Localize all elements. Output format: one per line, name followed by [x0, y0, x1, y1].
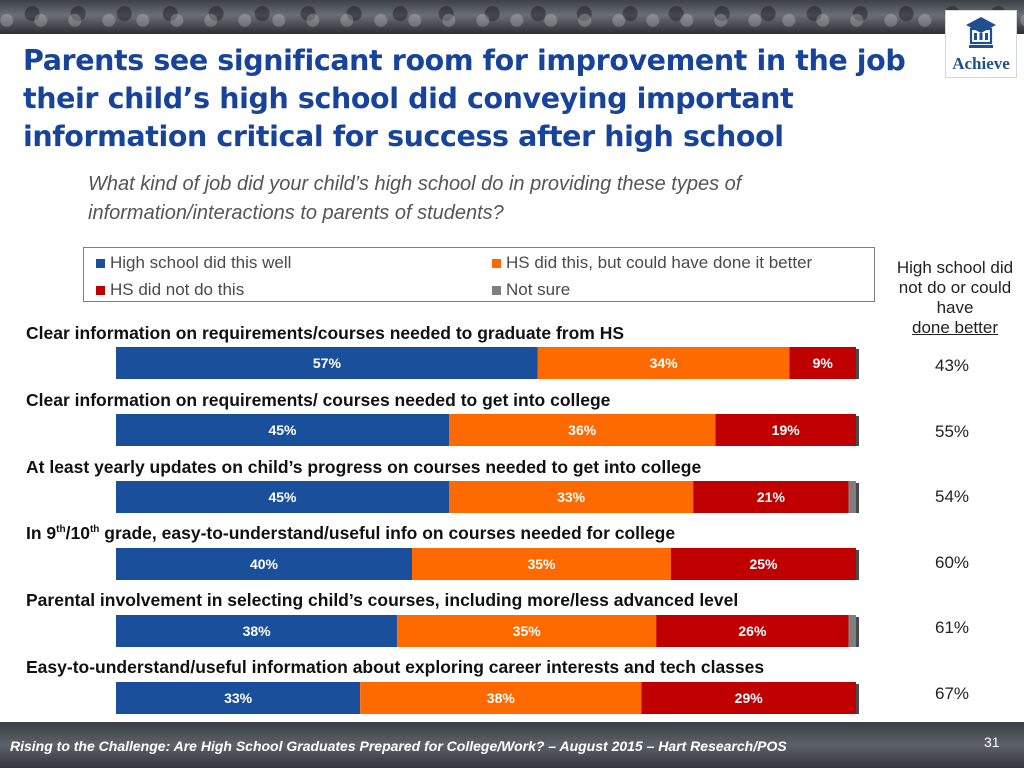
side-value: 54%	[934, 487, 970, 506]
legend-label: HS did this, but could have done it bett…	[506, 253, 813, 272]
bar-edge	[856, 483, 859, 513]
chart-legend: High school did this well HS did this, b…	[83, 247, 875, 302]
side-value: 55%	[934, 422, 970, 441]
bar-value-label: 45%	[268, 422, 297, 438]
bar-value-label: 19%	[772, 422, 801, 438]
bar-edge	[856, 550, 859, 580]
legend-swatch	[96, 285, 105, 295]
bar-value-label: 38%	[487, 690, 516, 706]
bar-segment	[116, 347, 538, 379]
bar-segment	[848, 615, 856, 647]
bar-value-label: 36%	[568, 422, 597, 438]
side-column-header: High school did not do or could have don…	[892, 258, 1018, 338]
logo-icon	[966, 17, 996, 48]
bar-segment	[848, 481, 856, 513]
bar-value-label: 33%	[557, 489, 586, 505]
legend-label: Not sure	[506, 280, 571, 299]
bar-value-label: 35%	[513, 623, 542, 639]
category-label: Easy-to-understand/useful information ab…	[26, 657, 765, 677]
side-header-line2: done better	[911, 318, 998, 337]
bar-value-label: 25%	[749, 556, 778, 572]
category-label: At least yearly updates on child’s progr…	[26, 457, 702, 477]
legend-label: HS did not do this	[110, 280, 245, 299]
bar-segment	[116, 414, 449, 446]
banner-photo	[0, 0, 1024, 34]
bar-segment	[116, 682, 361, 714]
category-label: Clear information on requirements/ cours…	[26, 390, 611, 410]
legend-item: HS did not do this	[96, 280, 244, 300]
side-header-line1: High school did not do or could have	[896, 258, 1014, 317]
bar-segment	[116, 548, 412, 580]
bar-value-label: 34%	[650, 355, 679, 371]
bar-segment	[360, 682, 642, 714]
legend-item: High school did this well	[96, 253, 291, 273]
bar-value-label: 38%	[243, 623, 272, 639]
bar-segment	[671, 548, 856, 580]
bar-value-label: 45%	[268, 489, 297, 505]
category-label: Clear information on requirements/course…	[26, 323, 625, 343]
bar-segment	[537, 347, 790, 379]
category-label: In 9th/10th grade, easy-to-understand/us…	[26, 523, 676, 543]
bar-value-label: 40%	[250, 556, 279, 572]
legend-swatch	[492, 285, 501, 295]
bar-segment	[449, 414, 716, 446]
bar-value-label: 57%	[313, 355, 342, 371]
bar-segment	[693, 481, 849, 513]
slide-subtitle: What kind of job did your child’s high s…	[88, 173, 742, 224]
category-label: Parental involvement in selecting child’…	[26, 590, 739, 610]
bar-value-label: 26%	[738, 623, 767, 639]
logo-text: Achieve	[952, 54, 1010, 73]
bar-value-label: 21%	[757, 489, 786, 505]
header-banner	[0, 0, 1024, 34]
bar-edge	[856, 416, 859, 446]
bar-segment	[656, 615, 849, 647]
side-value: 60%	[934, 553, 970, 572]
bar-segment	[641, 682, 856, 714]
bar-edge	[856, 349, 859, 379]
legend-label: High school did this well	[110, 253, 292, 272]
footer-source: Rising to the Challenge: Are High School…	[10, 738, 787, 754]
bar-segment	[449, 481, 694, 513]
bar-segment	[789, 347, 856, 379]
bar-segment	[412, 548, 671, 580]
achieve-logo: Achieve	[945, 10, 1017, 78]
legend-item: Not sure	[492, 280, 570, 300]
side-value: 43%	[934, 356, 970, 375]
bar-segment	[116, 481, 449, 513]
page-number: 31	[984, 734, 1000, 750]
bar-edge	[856, 684, 859, 714]
bar-value-label: 9%	[813, 355, 834, 371]
bar-segment	[397, 615, 657, 647]
bar-value-label: 35%	[527, 556, 556, 572]
bar-segment	[116, 615, 398, 647]
legend-swatch	[492, 258, 501, 268]
side-value: 61%	[934, 618, 970, 637]
legend-item: HS did this, but could have done it bett…	[492, 253, 812, 273]
footer-bar: Rising to the Challenge: Are High School…	[0, 722, 1024, 768]
bar-segment	[715, 414, 856, 446]
slide-title: Parents see significant room for improve…	[23, 44, 906, 153]
legend-swatch	[96, 258, 105, 268]
bar-value-label: 33%	[224, 690, 253, 706]
bar-edge	[856, 617, 859, 647]
bar-value-label: 29%	[735, 690, 764, 706]
side-value: 67%	[934, 684, 970, 703]
